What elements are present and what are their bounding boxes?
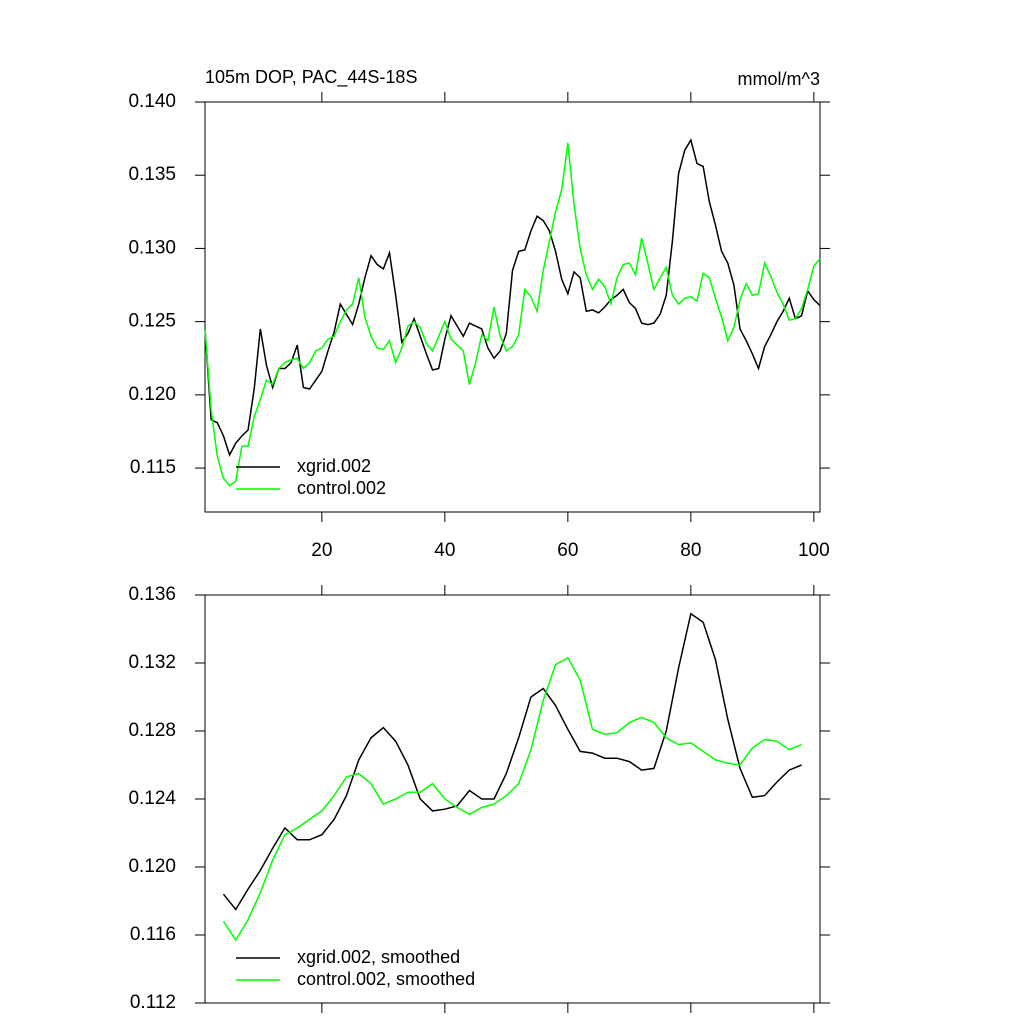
y-tick-label: 0.116 — [130, 924, 176, 945]
data-line — [204, 142, 821, 487]
legend-label: control.002, smoothed — [297, 969, 475, 989]
units-label: mmol/m^3 — [738, 69, 820, 89]
plot-frame — [204, 101, 821, 513]
y-tick-label: 0.120 — [128, 384, 176, 405]
data-line — [222, 612, 802, 911]
y-tick-label: 0.135 — [128, 164, 176, 185]
y-tick-label: 0.115 — [130, 457, 176, 478]
y-tick-label: 0.140 — [128, 91, 176, 112]
y-tick-label: 0.125 — [128, 311, 176, 332]
y-tick-label: 0.120 — [128, 856, 176, 877]
x-tick-label: 60 — [557, 540, 578, 561]
y-tick-label: 0.136 — [128, 584, 176, 605]
x-tick-label: 80 — [680, 540, 701, 561]
x-tick-label: 40 — [434, 540, 455, 561]
y-tick-label: 0.112 — [130, 992, 176, 1013]
x-tick-label: 100 — [798, 540, 830, 561]
legend-label: xgrid.002 — [297, 456, 371, 476]
y-tick-label: 0.130 — [128, 237, 176, 258]
plot-frame — [204, 594, 821, 1004]
legend-label: control.002 — [297, 478, 386, 498]
y-tick-label: 0.128 — [128, 720, 176, 741]
x-tick-label: 20 — [311, 540, 332, 561]
chart-title: 105m DOP, PAC_44S-18S — [205, 67, 417, 88]
data-line — [222, 656, 802, 942]
y-tick-label: 0.132 — [128, 652, 176, 673]
data-line — [204, 138, 821, 457]
legend-label: xgrid.002, smoothed — [297, 947, 460, 967]
y-tick-label: 0.124 — [128, 788, 176, 809]
